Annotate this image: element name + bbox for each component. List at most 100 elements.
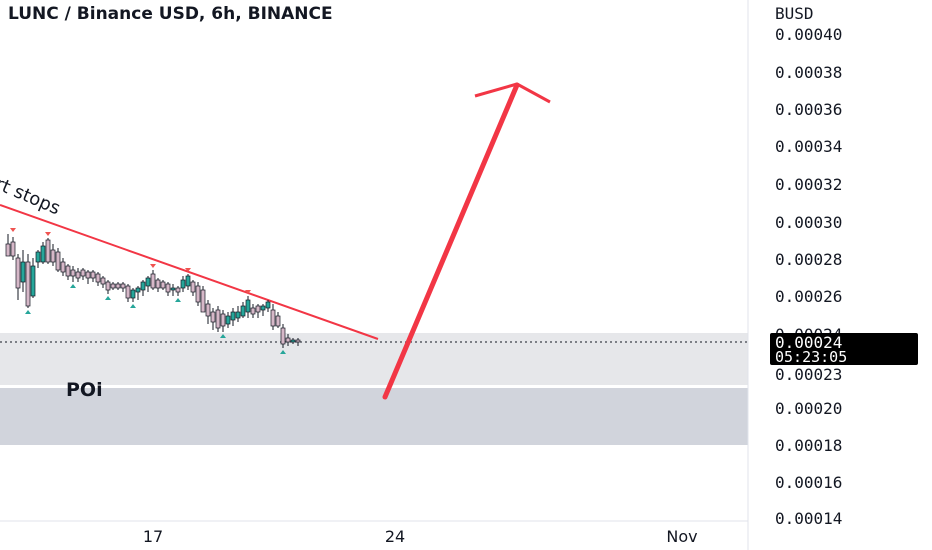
candle-body: [170, 287, 176, 291]
candle-body: [195, 285, 201, 303]
pivot-high-marker: [150, 264, 156, 268]
price-tick-label: 0.00020: [775, 399, 842, 418]
candle-body: [145, 277, 151, 287]
candle-body: [285, 337, 291, 343]
price-tick-label: 0.00032: [775, 175, 842, 194]
pivot-low-marker: [175, 298, 181, 302]
candle-body: [200, 289, 206, 313]
candle-body: [75, 271, 81, 279]
candle-body: [245, 299, 251, 313]
pivot-low-marker: [130, 304, 136, 308]
candle-body: [40, 245, 46, 263]
candle-body: [240, 305, 246, 317]
candle-body: [155, 279, 161, 289]
candle-body: [290, 339, 296, 343]
chart-title: LUNC / Binance USD, 6h, BINANCE: [8, 4, 333, 24]
candle-body: [120, 283, 126, 289]
price-tick-label: 0.00030: [775, 213, 842, 232]
price-tick-label: 0.00014: [775, 509, 842, 528]
pivot-low-marker: [105, 296, 111, 300]
candle-body: [250, 307, 256, 315]
price-tick-label: 0.00036: [775, 100, 842, 119]
candle-body: [60, 261, 66, 273]
price-axis-unit: BUSD: [775, 4, 814, 23]
candle-body: [215, 309, 221, 329]
last-price-countdown: 05:23:05: [775, 348, 847, 366]
candle-body: [295, 339, 301, 343]
time-tick-label: 17: [143, 527, 163, 546]
candle-body: [160, 281, 166, 289]
candle-body: [95, 273, 101, 283]
pivot-low-marker: [280, 350, 286, 354]
candle-body: [255, 305, 261, 313]
candle-body: [70, 269, 76, 277]
trendline[interactable]: [0, 204, 379, 340]
pivot-high-marker: [245, 290, 251, 294]
pivot-high-marker: [45, 232, 51, 236]
candle-body: [105, 281, 111, 291]
candle-body: [265, 301, 271, 309]
poi-zone-light: [0, 333, 748, 385]
candle-body: [25, 261, 31, 307]
price-tick-label: 0.00038: [775, 63, 842, 82]
candle-body: [20, 261, 26, 283]
price-tick-label: 0.00034: [775, 137, 842, 156]
candle-body: [5, 243, 11, 257]
poi-zone-dark: [0, 388, 748, 445]
candle-body: [270, 309, 276, 327]
pivot-low-marker: [220, 334, 226, 338]
time-tick-label: Nov: [666, 527, 697, 546]
candles-group: [5, 228, 301, 354]
candle-body: [125, 285, 131, 299]
candle-body: [30, 265, 36, 297]
candle-body: [280, 327, 286, 345]
candle-body: [165, 283, 171, 293]
candle-body: [115, 283, 121, 289]
candle-body: [150, 273, 156, 289]
poi-label: POi: [66, 379, 103, 401]
candle-body: [205, 303, 211, 317]
candle-body: [260, 305, 266, 311]
candle-body: [35, 251, 41, 263]
price-tick-label: 0.00018: [775, 436, 842, 455]
pivot-low-marker: [25, 310, 31, 314]
projection-arrow-head: [474, 82, 551, 104]
candle-body: [235, 311, 241, 319]
candle-body: [275, 315, 281, 327]
candle-body: [45, 239, 51, 263]
candle-body: [55, 251, 61, 271]
candle-body: [230, 311, 236, 321]
candle-body: [140, 281, 146, 291]
price-tick-label: 0.00026: [775, 287, 842, 306]
candle-body: [175, 287, 181, 293]
pivot-high-marker: [10, 228, 16, 232]
candle-body: [210, 311, 216, 323]
candle-body: [190, 281, 196, 293]
last-price-badge: 0.00024 05:23:05: [770, 333, 918, 366]
candle-body: [80, 269, 86, 277]
candle-body: [180, 279, 186, 289]
candle-body: [220, 313, 226, 327]
pivot-high-marker: [185, 268, 191, 272]
price-axis[interactable]: BUSD 0.00040 0.00038 0.00036 0.00034 0.00032…: [775, 4, 842, 528]
price-tick-label: 0.00023: [775, 365, 842, 384]
price-tick-label: 0.00028: [775, 250, 842, 269]
candle-body: [185, 275, 191, 287]
candle-body: [225, 315, 231, 325]
candle-body: [10, 241, 16, 257]
last-price-value: 0.00024: [775, 333, 842, 352]
projection-arrow-shaft[interactable]: [382, 82, 520, 400]
candle-body: [130, 289, 136, 299]
candle-body: [90, 271, 96, 279]
candle-body: [110, 283, 116, 289]
candle-body: [135, 287, 141, 293]
price-tick-label: 0.00016: [775, 473, 842, 492]
time-axis[interactable]: 17 24 Nov: [143, 527, 698, 546]
candle-body: [100, 277, 106, 285]
candle-body: [15, 257, 21, 289]
last-price-badge-bg: [770, 333, 918, 365]
pivot-low-marker: [70, 284, 76, 288]
candle-body: [85, 271, 91, 279]
